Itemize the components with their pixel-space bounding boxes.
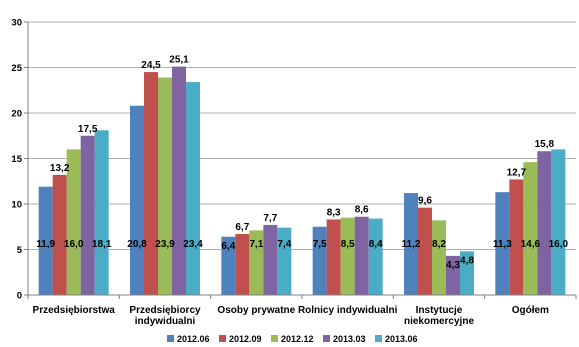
data-label: 13,2 [50,163,70,174]
data-label: 7,7 [263,213,277,224]
data-label: 7,1 [249,239,263,250]
bar [460,251,474,295]
bar [446,255,460,295]
data-label: 8,3 [327,207,341,218]
category-label: Rolnicy indywidualni [298,305,398,316]
data-label: 16,0 [64,239,84,250]
gridlines [28,21,576,250]
data-label: 11,3 [493,239,512,250]
category-label: Osoby prywatne [217,305,295,316]
legend-label: 2012.06 [177,334,210,344]
data-label: 18,1 [92,239,112,250]
legend-swatch [167,335,174,342]
bar [418,207,432,295]
legend-swatch [375,335,382,342]
y-tick-label: 15 [11,154,22,165]
bar [172,66,186,295]
data-label: 8,5 [341,239,355,250]
category-label: Ogółem [512,305,549,316]
data-label: 11,9 [36,239,55,250]
data-label: 8,2 [432,239,446,250]
bar [66,149,81,295]
data-label: 14,6 [521,239,541,250]
bar [368,218,383,295]
y-tick-label: 10 [11,200,22,211]
legend-label: 2012.09 [229,334,262,344]
bar [523,162,538,295]
category-label: Instytucje [416,305,463,316]
bars [38,66,566,295]
data-label: 8,4 [369,239,383,250]
data-label: 25,1 [169,55,189,66]
bar [38,186,53,295]
bar [537,151,552,295]
bar [509,179,524,295]
data-label: 6,7 [235,222,249,233]
legend: 2012.06 2012.09 2012.12 2013.03 2013.06 [167,334,418,344]
y-tick-label: 25 [11,63,22,74]
bar [144,72,158,295]
y-axis-ticks: 0 5 10 15 20 25 30 [11,18,22,302]
bar [354,216,369,295]
category-label: indywidualni [135,316,196,327]
data-label: 8,6 [355,205,369,216]
data-label: 7,4 [277,239,291,250]
bar [340,217,355,295]
bar [432,220,446,295]
bar [186,82,200,295]
data-label: 4,8 [460,255,474,266]
data-label: 24,5 [141,60,161,71]
bar [235,234,250,295]
legend-label: 2012.12 [281,334,314,344]
data-label: 17,5 [78,124,98,135]
data-label: 16,0 [549,239,569,250]
data-label: 7,5 [313,239,327,250]
y-tick-label: 5 [17,245,23,256]
bar [404,193,418,295]
bar [495,192,510,295]
data-label: 20,8 [127,239,147,250]
bar [277,227,292,295]
legend-swatch [219,335,226,342]
category-label: Przedsiębiorcy [129,305,201,316]
legend-label: 2013.06 [385,334,418,344]
legend-swatch [271,335,278,342]
bar [551,149,566,295]
bar [94,130,109,295]
bar [80,135,95,295]
bar [130,105,144,295]
data-label: 23,4 [183,239,203,250]
legend-label: 2013.03 [333,334,366,344]
data-label: 4,3 [446,260,460,271]
legend-swatch [323,335,330,342]
data-label: 11,2 [402,239,421,250]
data-label: 9,6 [418,196,432,207]
y-tick-label: 0 [17,291,22,302]
data-label: 6,4 [221,241,235,252]
data-labels: 11,9 13,2 16,0 17,5 18,1 20,8 24,5 23,9 25,1 23,4… [36,55,568,271]
bar [221,236,236,295]
axes [24,21,577,299]
bar [326,219,341,295]
category-label: Przedsiębiorstwa [33,305,116,316]
bar [312,226,327,295]
y-tick-label: 30 [11,18,22,29]
bar [263,224,278,295]
bar [158,77,172,295]
y-tick-label: 20 [11,109,22,120]
category-labels: Przedsiębiorstwa Przedsiębiorcyindywidual… [33,305,550,327]
bar [249,230,264,295]
category-label: niekomercyjne [404,316,474,327]
data-label: 23,9 [155,239,175,250]
data-label: 12,7 [507,167,527,178]
data-label: 15,8 [535,139,555,150]
bar [52,174,67,295]
